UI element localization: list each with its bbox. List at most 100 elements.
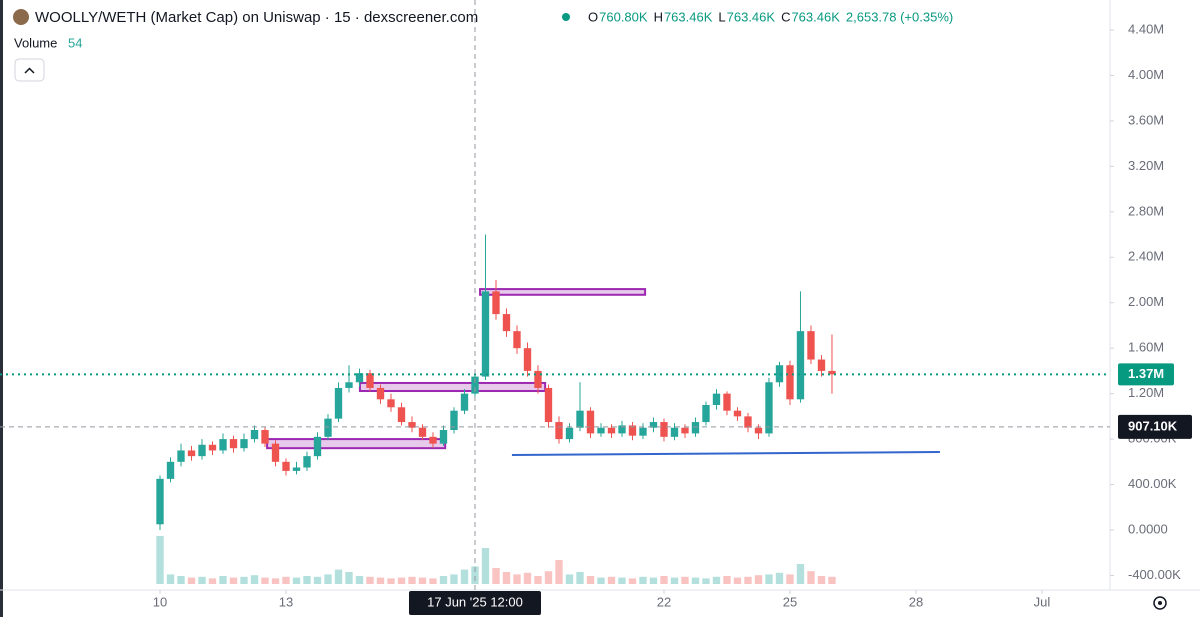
candle-body: [754, 427, 763, 434]
volume-bar: [166, 574, 175, 584]
candle-body: [481, 291, 490, 377]
volume-bar: [828, 576, 836, 584]
y-tick-label: 4.40M: [1128, 21, 1164, 36]
volume-bar: [544, 571, 553, 584]
last-price-tag: [1118, 363, 1174, 386]
candle-body: [261, 430, 269, 444]
collapse-icon: [24, 67, 35, 74]
candle-body: [670, 427, 679, 437]
y-tick-label: 3.20M: [1128, 158, 1164, 173]
candle-body: [807, 331, 815, 360]
candle-body: [166, 461, 175, 479]
y-tick-label: 0.0000: [1128, 521, 1168, 536]
volume-bar: [670, 577, 679, 584]
change: 2,653.78 (+0.35%): [846, 9, 953, 24]
volume-bar: [282, 576, 290, 584]
volume-bar: [397, 577, 406, 584]
candle-body: [534, 370, 542, 388]
crosshair-x-tag: [408, 591, 541, 615]
candle-body: [376, 387, 385, 400]
crosshair-y-label: 907.10K: [1128, 418, 1178, 433]
candle-body: [240, 439, 248, 449]
y-tick-label: 2.00M: [1128, 294, 1164, 309]
settings-icon[interactable]: [1153, 596, 1167, 610]
candle-body: [681, 427, 689, 434]
volume-bar: [534, 576, 542, 584]
volume-bar: [261, 577, 269, 584]
candle-body: [292, 467, 301, 471]
volume-bar: [471, 566, 479, 584]
volume-bar: [639, 576, 647, 584]
candle-body: [418, 427, 427, 437]
volume-bar: [303, 576, 311, 584]
crosshair-y-tag: [1118, 414, 1192, 439]
left-border: [0, 0, 3, 617]
x-tick-label: Jul: [1034, 594, 1051, 609]
volume-bar: [723, 576, 731, 584]
x-tick-label: 13: [279, 594, 293, 609]
y-tick-label: 1.20M: [1128, 385, 1164, 400]
ohlc-value: 763.46K: [727, 9, 776, 24]
volume-bar: [765, 574, 773, 584]
volume-bar: [628, 578, 637, 584]
collapse-button[interactable]: [14, 58, 45, 82]
zone: [266, 438, 447, 450]
candle-body: [492, 291, 500, 315]
volume-bar: [555, 560, 563, 584]
volume-bar: [439, 576, 448, 584]
candle-body: [565, 427, 574, 440]
ohlc-key: C: [781, 9, 790, 24]
candle-body: [660, 422, 668, 437]
volume-bar: [187, 577, 196, 584]
candle-body: [471, 376, 479, 394]
volume-bar: [691, 577, 700, 584]
volume-bar: [408, 576, 416, 584]
candle-body: [744, 416, 752, 428]
volume-bar: [460, 569, 469, 584]
candle-body: [817, 359, 826, 371]
candle-body: [733, 410, 742, 417]
volume-bar: [786, 574, 794, 584]
volume-bar: [250, 575, 259, 584]
x-tick-label: 28: [909, 594, 923, 609]
candle-body: [429, 436, 437, 444]
candle-body: [208, 444, 217, 451]
volume-bar: [733, 577, 742, 584]
volume-bar: [597, 577, 605, 584]
candle-body: [303, 456, 311, 468]
trend-line: [511, 451, 940, 456]
volume-bar: [744, 576, 752, 584]
y-tick-label: 400.00K: [1128, 476, 1177, 491]
volume-bar: [219, 576, 227, 584]
x-tick-label: 10: [153, 594, 167, 609]
candle-body: [576, 410, 584, 428]
volume-bar: [240, 576, 248, 584]
volume-bar: [681, 576, 689, 584]
volume-bar: [355, 576, 364, 584]
volume-bar: [576, 572, 584, 584]
chart-title: WOOLLY/WETH (Market Cap) on Uniswap · 15…: [35, 9, 478, 26]
candle-body: [177, 450, 185, 462]
volume-bar: [450, 574, 458, 584]
candle-body: [460, 393, 469, 411]
volume-bar: [712, 576, 721, 584]
candle-body: [324, 418, 332, 437]
y-tick-label: 1.60M: [1128, 340, 1164, 355]
candle-body: [313, 436, 322, 457]
candle-body: [765, 382, 773, 434]
volume-bar: [775, 572, 784, 584]
volume-bar: [292, 577, 301, 584]
candle-body: [691, 422, 700, 434]
crosshair-x-label: 17 Jun '25 12:00: [427, 594, 523, 609]
candle-body: [345, 382, 353, 388]
ohlc-key: H: [654, 9, 663, 24]
volume-bar: [702, 578, 710, 584]
candle-body: [828, 370, 836, 375]
candle-body: [513, 331, 521, 349]
x-tick-label: 25: [783, 594, 797, 609]
zone: [358, 381, 547, 393]
candle-body: [796, 331, 805, 400]
volume-value: 54: [68, 35, 82, 50]
volume-bar: [807, 571, 815, 584]
